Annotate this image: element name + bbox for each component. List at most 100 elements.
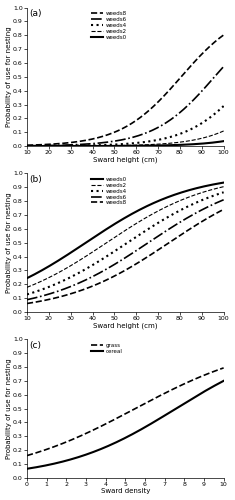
weeds8 <box>103 132 106 138</box>
weeds0 <box>168 194 171 200</box>
weeds4 <box>49 143 52 149</box>
Y-axis label: Probability of use for nesting: Probability of use for nesting <box>6 358 12 459</box>
weeds2 <box>49 143 52 149</box>
weeds0 <box>49 143 52 149</box>
weeds4 <box>168 214 170 220</box>
X-axis label: Sward height (cm): Sward height (cm) <box>93 322 157 329</box>
weeds6 <box>168 226 170 232</box>
weeds0 <box>168 194 170 200</box>
weeds6 <box>26 296 28 302</box>
cereal <box>168 410 170 416</box>
cereal <box>222 378 225 384</box>
weeds6 <box>149 238 152 244</box>
weeds6 <box>103 267 106 273</box>
weeds0 <box>90 143 92 149</box>
weeds4 <box>103 254 106 260</box>
weeds4 <box>103 142 106 148</box>
weeds8 <box>49 141 52 147</box>
weeds6 <box>149 128 152 134</box>
weeds8 <box>168 88 170 94</box>
weeds8 <box>49 296 52 302</box>
weeds2 <box>49 274 52 280</box>
weeds0 <box>103 143 106 149</box>
weeds6 <box>103 140 106 145</box>
Legend: grass, cereal: grass, cereal <box>89 341 125 356</box>
weeds6 <box>222 64 225 70</box>
weeds4 <box>26 143 28 149</box>
Y-axis label: Probability of use for nesting: Probability of use for nesting <box>6 192 12 293</box>
cereal <box>103 444 106 450</box>
weeds0 <box>49 262 52 268</box>
weeds2 <box>168 140 171 146</box>
cereal <box>168 410 171 416</box>
cereal <box>49 462 52 468</box>
Y-axis label: Probability of use for nesting: Probability of use for nesting <box>6 26 12 127</box>
weeds2 <box>103 142 106 148</box>
weeds8 <box>168 239 171 245</box>
weeds8 <box>168 240 170 246</box>
weeds0 <box>168 142 171 148</box>
weeds8 <box>103 278 106 283</box>
grass <box>103 422 106 428</box>
weeds2 <box>168 202 171 208</box>
weeds4 <box>149 138 152 144</box>
Text: (a): (a) <box>29 9 41 18</box>
Line: cereal: cereal <box>27 381 224 468</box>
weeds6 <box>26 143 28 149</box>
weeds2 <box>149 142 152 148</box>
weeds4 <box>222 103 225 109</box>
Line: weeds6: weeds6 <box>27 66 224 146</box>
weeds8 <box>149 252 152 258</box>
weeds0 <box>103 227 106 233</box>
weeds4 <box>149 224 152 230</box>
weeds2 <box>103 241 106 247</box>
weeds4 <box>90 263 92 269</box>
Line: weeds2: weeds2 <box>27 186 224 288</box>
grass <box>49 445 52 451</box>
Legend: weeds8, weeds6, weeds4, weeds2, weeds0: weeds8, weeds6, weeds4, weeds2, weeds0 <box>89 9 129 42</box>
weeds2 <box>26 284 28 290</box>
cereal <box>149 421 152 427</box>
weeds2 <box>90 143 92 149</box>
weeds6 <box>168 226 171 232</box>
Line: weeds0: weeds0 <box>27 141 224 146</box>
weeds2 <box>222 184 225 190</box>
weeds6 <box>49 142 52 148</box>
Line: weeds8: weeds8 <box>27 35 224 145</box>
cereal <box>90 450 92 456</box>
weeds0 <box>90 236 92 242</box>
weeds4 <box>168 134 171 140</box>
weeds2 <box>168 140 170 146</box>
weeds6 <box>49 290 52 296</box>
grass <box>222 365 225 371</box>
weeds0 <box>149 202 152 207</box>
weeds0 <box>149 142 152 148</box>
weeds2 <box>26 143 28 149</box>
Line: weeds4: weeds4 <box>27 192 224 294</box>
weeds4 <box>49 283 52 289</box>
weeds8 <box>222 206 225 212</box>
weeds8 <box>149 106 152 112</box>
Legend: weeds0, weeds2, weeds4, weeds6, weeds8: weeds0, weeds2, weeds4, weeds6, weeds8 <box>89 175 129 208</box>
weeds2 <box>222 128 225 134</box>
grass <box>168 388 171 394</box>
X-axis label: Sward density: Sward density <box>101 488 150 494</box>
weeds8 <box>222 32 225 38</box>
weeds0 <box>26 143 28 149</box>
weeds4 <box>26 292 28 298</box>
Line: weeds0: weeds0 <box>27 182 224 278</box>
grass <box>168 388 170 394</box>
weeds2 <box>149 212 152 218</box>
weeds0 <box>26 275 28 281</box>
weeds8 <box>26 142 28 148</box>
weeds8 <box>90 284 92 290</box>
weeds2 <box>90 250 92 256</box>
weeds0 <box>168 142 170 148</box>
weeds6 <box>168 118 170 124</box>
weeds4 <box>168 213 171 219</box>
cereal <box>26 466 28 471</box>
Line: weeds4: weeds4 <box>27 106 224 146</box>
Text: (b): (b) <box>29 175 42 184</box>
Text: (c): (c) <box>29 341 41 350</box>
weeds4 <box>90 142 92 148</box>
